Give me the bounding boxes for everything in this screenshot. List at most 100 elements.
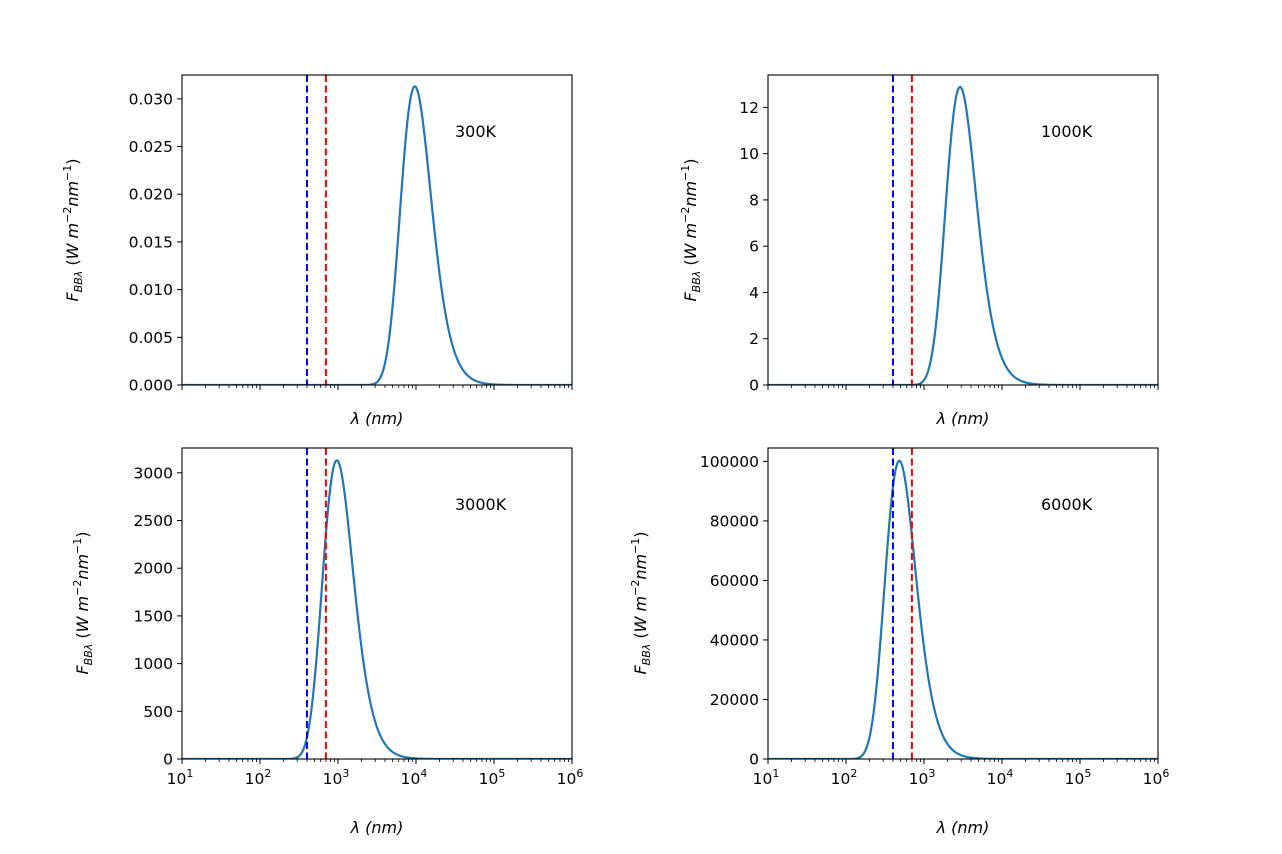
x-tick-label: 104 (401, 767, 428, 788)
x-tick-label: 103 (909, 767, 936, 788)
y-tick-label: 0 (749, 377, 759, 395)
axes-frame (181, 447, 573, 760)
y-tick-label: 8 (749, 191, 759, 209)
blackbody-curve (182, 459, 572, 759)
ylabel-close-paren: ) (73, 531, 92, 537)
y-axis-label: FBBλ (W m−2nm−1) (61, 158, 85, 301)
ylabel-exponent-2: −1 (679, 165, 692, 181)
ylabel-subscript: BBλ (72, 271, 85, 293)
y-tick-label: 6 (749, 238, 759, 256)
x-tick-label: 101 (167, 767, 194, 788)
x-tick-exponent: 4 (1006, 767, 1013, 780)
y-tick-label: 0.020 (129, 186, 173, 204)
ylabel-unit-m: m (681, 223, 700, 239)
x-tick-base: 10 (831, 770, 851, 788)
x-tick-exponent: 2 (850, 767, 857, 780)
ylabel-unit-nm: nm (73, 554, 92, 580)
blackbody-curve (768, 85, 1158, 385)
x-tick-label: 104 (987, 767, 1014, 788)
x-tick-label: 106 (1143, 767, 1170, 788)
ylabel-symbol: F (63, 292, 82, 302)
x-tick-exponent: 3 (928, 767, 935, 780)
x-tick-base: 10 (1065, 770, 1085, 788)
x-tick-label: 102 (245, 767, 272, 788)
y-tick-label: 12 (739, 99, 759, 117)
x-tick-exponent: 2 (264, 767, 271, 780)
temperature-annotation: 300K (455, 122, 497, 141)
y-tick-label: 1500 (134, 607, 173, 625)
ylabel-close-paren: ) (631, 531, 650, 537)
ylabel-symbol: F (681, 292, 700, 302)
y-axis-label: FBBλ (W m−2nm−1) (71, 531, 95, 674)
y-tick-label: 0.015 (129, 233, 173, 251)
ylabel-exponent-1: −2 (61, 207, 74, 223)
y-tick-label: 3000 (134, 464, 173, 482)
subplot-300k: 0.000 0.005 0.010 0.015 0.020 0.025 0.030 λ (nm… (61, 74, 573, 428)
ylabel-unit-nm: nm (63, 181, 82, 207)
ylabel-unit-nm: nm (681, 181, 700, 207)
x-tick-base: 10 (401, 770, 421, 788)
x-axis-label: λ (nm) (350, 409, 404, 428)
ylabel-unit-w: W (681, 242, 700, 259)
ylabel-exponent-2: −1 (61, 165, 74, 181)
x-tick-label: 103 (323, 767, 350, 788)
x-axis-label: λ (nm) (350, 818, 404, 837)
ylabel-subscript: BBλ (640, 644, 653, 666)
ylabel-exponent-1: −2 (679, 207, 692, 223)
ylabel-open-paren: ( (681, 259, 700, 270)
ylabel-unit-w: W (73, 615, 92, 632)
y-tick-label: 60000 (710, 572, 759, 590)
x-tick-base: 10 (323, 770, 343, 788)
x-tick-exponent: 1 (772, 767, 779, 780)
x-tick-base: 10 (1143, 770, 1163, 788)
ylabel-unit-m: m (63, 223, 82, 239)
ylabel-exponent-2: −1 (629, 538, 642, 554)
blackbody-curve (768, 459, 1158, 759)
ylabel-exponent-2: −1 (71, 538, 84, 554)
x-tick-base: 10 (753, 770, 773, 788)
temperature-annotation: 6000K (1041, 495, 1093, 514)
x-tick-exponent: 4 (420, 767, 427, 780)
x-tick-exponent: 6 (576, 767, 583, 780)
y-tick-label: 1000 (134, 655, 173, 673)
y-tick-label: 0 (749, 751, 759, 769)
y-tick-label: 40000 (710, 631, 759, 649)
x-tick-base: 10 (987, 770, 1007, 788)
ylabel-symbol: F (631, 665, 650, 675)
axes-frame (767, 447, 1159, 760)
x-tick-base: 10 (479, 770, 499, 788)
y-tick-label: 20000 (710, 691, 759, 709)
x-tick-base: 10 (909, 770, 929, 788)
x-tick-label: 101 (753, 767, 780, 788)
x-tick-exponent: 6 (1162, 767, 1169, 780)
temperature-annotation: 1000K (1041, 122, 1093, 141)
ylabel-unit-nm: nm (631, 554, 650, 580)
x-tick-base: 10 (167, 770, 187, 788)
x-tick-label: 105 (1065, 767, 1092, 788)
x-tick-label: 102 (831, 767, 858, 788)
x-tick-label: 105 (479, 767, 506, 788)
y-tick-label: 0 (163, 751, 173, 769)
y-axis-label: FBBλ (W m−2nm−1) (679, 158, 703, 301)
ylabel-exponent-1: −2 (71, 580, 84, 596)
y-tick-label: 0.005 (129, 329, 173, 347)
ylabel-open-paren: ( (73, 632, 92, 643)
y-tick-label: 0.000 (129, 377, 173, 395)
x-tick-base: 10 (245, 770, 265, 788)
x-tick-exponent: 5 (498, 767, 505, 780)
x-tick-label: 106 (557, 767, 584, 788)
ylabel-unit-w: W (63, 242, 82, 259)
y-tick-label: 2500 (134, 512, 173, 530)
x-tick-exponent: 1 (186, 767, 193, 780)
ylabel-close-paren: ) (681, 158, 700, 164)
ylabel-subscript: BBλ (82, 644, 95, 666)
axes-frame (181, 74, 573, 386)
y-tick-label: 2 (749, 330, 759, 348)
axes-frame (767, 74, 1159, 386)
y-tick-label: 0.010 (129, 281, 173, 299)
ylabel-unit-m: m (631, 596, 650, 612)
ylabel-unit-w: W (631, 615, 650, 632)
ylabel-open-paren: ( (631, 632, 650, 643)
